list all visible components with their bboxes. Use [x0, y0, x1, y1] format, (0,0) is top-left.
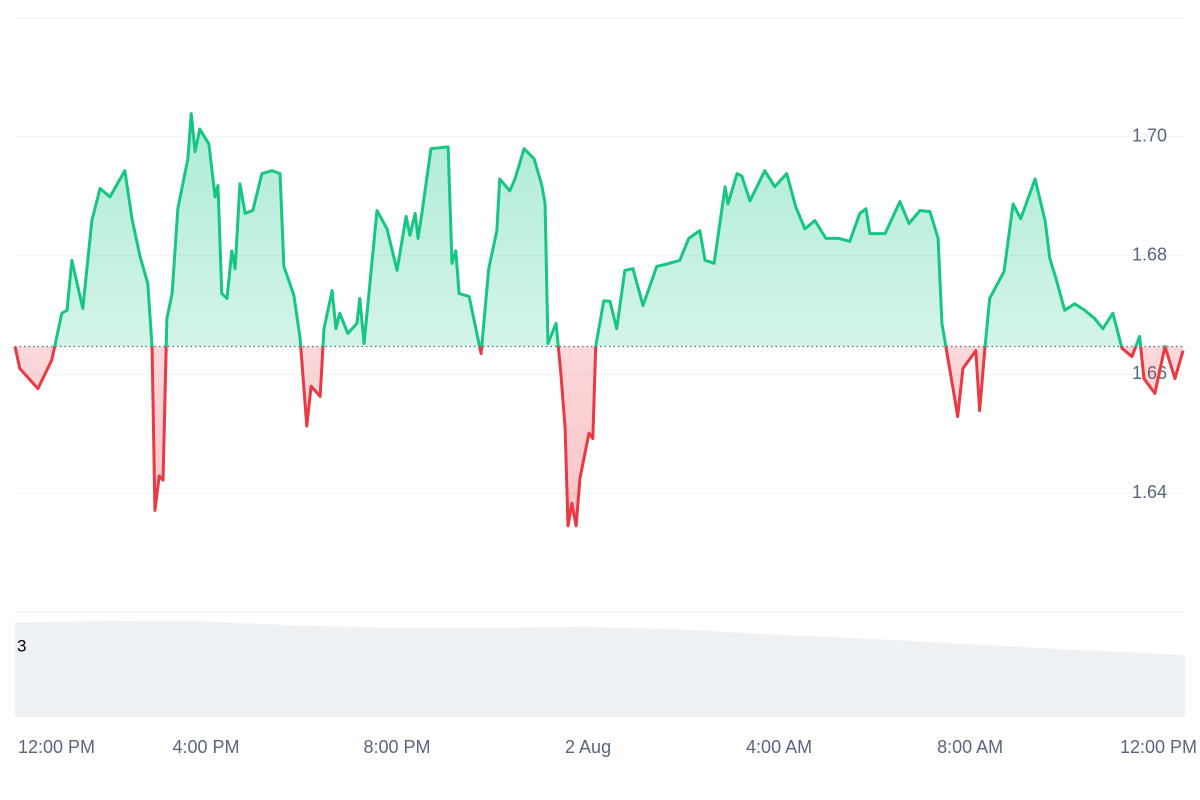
- volume-area: [15, 620, 1185, 717]
- x-tick-label: 4:00 PM: [172, 737, 239, 757]
- x-tick-label: 8:00 AM: [937, 737, 1003, 757]
- x-tick-label: 4:00 AM: [746, 737, 812, 757]
- price-line-down: [13, 346, 1185, 528]
- x-tick-label: 12:00 PM: [1120, 737, 1197, 757]
- y-tick-label: 1.68: [1132, 244, 1167, 264]
- area-up: [54, 113, 1141, 347]
- y-tick-label: 1.64: [1132, 482, 1167, 502]
- area-down: [15, 346, 1184, 526]
- price-line-up: [15, 112, 1167, 347]
- volume-tick-label: 3: [17, 636, 26, 655]
- x-tick-label: 2 Aug: [565, 737, 611, 757]
- y-tick-label: 1.70: [1132, 126, 1167, 146]
- x-tick-label: 8:00 PM: [364, 737, 431, 757]
- x-tick-label: 12:00 PM: [18, 737, 95, 757]
